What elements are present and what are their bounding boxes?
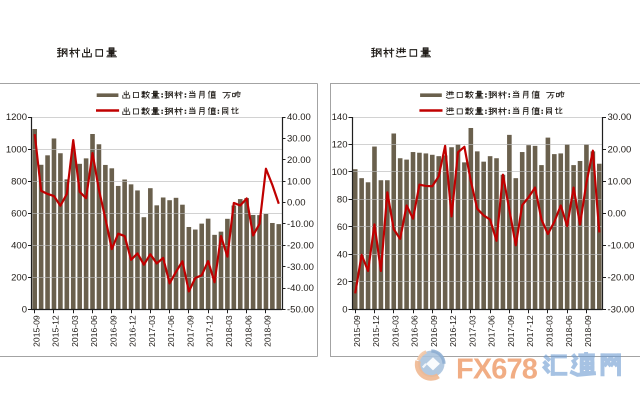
svg-text:0: 0 — [342, 305, 347, 316]
svg-text:2017-06: 2017-06 — [487, 315, 497, 347]
svg-text:2017-09: 2017-09 — [506, 315, 516, 347]
svg-text:400: 400 — [11, 241, 27, 252]
svg-text:2017-12: 2017-12 — [205, 315, 215, 347]
svg-text:600: 600 — [11, 208, 27, 219]
svg-text:2017-06: 2017-06 — [166, 315, 176, 347]
svg-text:140: 140 — [332, 112, 348, 123]
svg-text:2017-03: 2017-03 — [467, 315, 477, 347]
svg-text:80: 80 — [337, 195, 348, 206]
svg-text:2016-09: 2016-09 — [429, 315, 439, 347]
svg-text:40.00: 40.00 — [287, 112, 311, 123]
svg-text:2018-03: 2018-03 — [545, 315, 555, 347]
svg-text:20: 20 — [337, 277, 348, 288]
svg-text:0: 0 — [22, 305, 27, 316]
svg-text:2018-03: 2018-03 — [224, 315, 234, 347]
svg-text:2016-03: 2016-03 — [70, 315, 80, 347]
svg-text:200: 200 — [11, 273, 27, 284]
svg-text:2016-12: 2016-12 — [448, 315, 458, 347]
svg-text:2015-12: 2015-12 — [51, 315, 61, 347]
svg-text:30.00: 30.00 — [287, 134, 311, 145]
svg-text:2015-09: 2015-09 — [352, 315, 362, 347]
svg-text:2016-03: 2016-03 — [390, 315, 400, 347]
svg-text:60: 60 — [337, 222, 348, 233]
svg-text:2016-06: 2016-06 — [89, 315, 99, 347]
svg-text:2018-06: 2018-06 — [243, 315, 253, 347]
svg-text:-50.00: -50.00 — [287, 305, 314, 316]
svg-text:-30.00: -30.00 — [287, 262, 314, 273]
svg-text:2018-09: 2018-09 — [263, 315, 273, 347]
svg-text:-30.00: -30.00 — [608, 305, 635, 316]
svg-text:20.00: 20.00 — [287, 155, 311, 166]
svg-text:2018-06: 2018-06 — [564, 315, 574, 347]
svg-text:10.00: 10.00 — [287, 176, 311, 187]
svg-text:800: 800 — [11, 176, 27, 187]
svg-text:2016-12: 2016-12 — [128, 315, 138, 347]
svg-text:2016-09: 2016-09 — [108, 315, 118, 347]
svg-text:1000: 1000 — [6, 144, 27, 155]
svg-text:-10.00: -10.00 — [608, 241, 635, 252]
svg-text:2017-03: 2017-03 — [147, 315, 157, 347]
svg-text:10.00: 10.00 — [608, 176, 632, 187]
svg-text:100: 100 — [332, 167, 348, 178]
svg-text:2017-09: 2017-09 — [186, 315, 196, 347]
svg-text:0.00: 0.00 — [608, 208, 627, 219]
svg-text:2016-06: 2016-06 — [410, 315, 420, 347]
svg-text:-20.00: -20.00 — [287, 241, 314, 252]
svg-text:0.00: 0.00 — [287, 198, 306, 209]
svg-text:2015-12: 2015-12 — [371, 315, 381, 347]
svg-text:120: 120 — [332, 140, 348, 151]
svg-text:2018-09: 2018-09 — [583, 315, 593, 347]
svg-text:2017-12: 2017-12 — [525, 315, 535, 347]
svg-text:-40.00: -40.00 — [287, 283, 314, 294]
svg-text:-20.00: -20.00 — [608, 273, 635, 284]
svg-text:40: 40 — [337, 250, 348, 261]
svg-text:30.00: 30.00 — [608, 112, 632, 123]
svg-text:20.00: 20.00 — [608, 144, 632, 155]
svg-text:1200: 1200 — [6, 112, 27, 123]
svg-text:-10.00: -10.00 — [287, 219, 314, 230]
svg-text:2015-09: 2015-09 — [31, 315, 41, 347]
svg-text:FX678: FX678 — [456, 354, 538, 386]
